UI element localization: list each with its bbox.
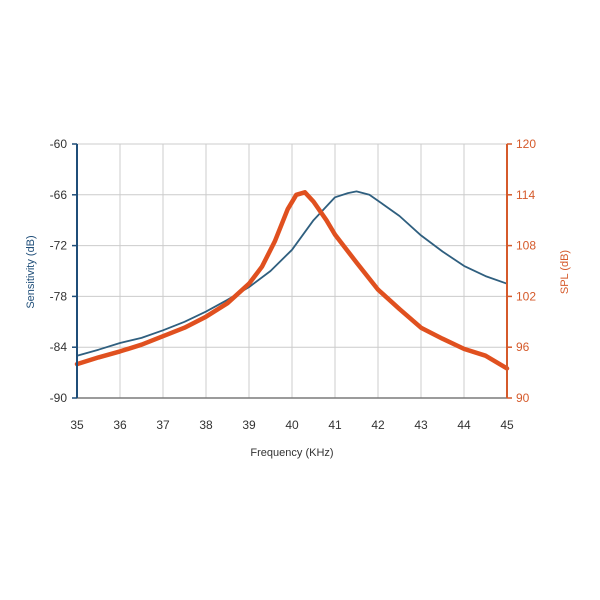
series-layer [74,190,510,371]
x-tick-label: 40 [285,418,299,432]
right-y-tick-label: 96 [516,340,530,354]
right-y-axis-title: SPL (dB) [559,250,571,294]
x-tick-label: 41 [328,418,342,432]
spl-series-line [74,190,510,371]
left-y-tick-label: -72 [50,239,68,253]
tick-labels: 35 36 37 38 39 40 41 42 43 44 45 -90 -84 -78 -72 -66 -60… [50,137,537,432]
right-y-tick-label: 114 [516,188,535,202]
x-tick-label: 43 [414,418,428,432]
left-y-tick-label: -90 [50,391,68,405]
x-tick-label: 42 [371,418,385,432]
right-y-tick-label: 108 [516,239,536,253]
x-tick-label: 35 [70,418,84,432]
left-y-tick-label: -60 [50,137,68,151]
right-y-tick-label: 102 [516,289,536,303]
x-tick-label: 36 [113,418,127,432]
left-y-axis-title: Sensitivity (dB) [25,235,37,308]
right-y-tick-label: 90 [516,391,530,405]
x-tick-label: 39 [242,418,256,432]
x-tick-label: 45 [500,418,514,432]
axes [72,143,512,399]
left-y-tick-label: -78 [50,289,68,303]
right-y-tick-label: 120 [516,137,536,151]
x-tick-label: 38 [199,418,213,432]
x-axis-title: Frequency (KHz) [250,447,333,459]
sensitivity-series-line [76,190,508,357]
left-y-tick-label: -66 [50,188,68,202]
x-tick-label: 44 [457,418,471,432]
x-tick-label: 37 [156,418,170,432]
grid-lines [77,143,507,398]
left-y-tick-label: -84 [50,340,68,354]
